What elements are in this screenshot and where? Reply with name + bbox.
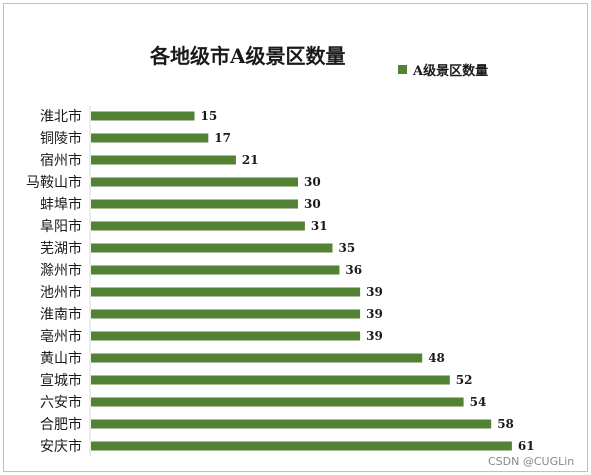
legend-label: A级景区数量 bbox=[413, 64, 489, 79]
y-tick-label: 芜湖市 bbox=[40, 240, 82, 257]
y-tick-label: 马鞍山市 bbox=[26, 174, 82, 191]
y-tick-label: 黄山市 bbox=[40, 350, 82, 367]
bar bbox=[91, 243, 333, 253]
data-label: 35 bbox=[339, 241, 356, 255]
data-label: 48 bbox=[428, 351, 445, 365]
data-label: 58 bbox=[497, 417, 514, 431]
data-label: 39 bbox=[366, 329, 383, 343]
bar bbox=[91, 353, 423, 363]
data-label: 31 bbox=[311, 219, 328, 233]
watermark: CSDN @CUGLin bbox=[488, 455, 575, 468]
data-label: 54 bbox=[470, 395, 487, 409]
bar bbox=[91, 309, 361, 319]
bar bbox=[91, 199, 298, 209]
y-tick-label: 六安市 bbox=[40, 394, 82, 411]
y-tick-label: 淮北市 bbox=[40, 108, 82, 125]
bar bbox=[91, 441, 512, 451]
data-label: 17 bbox=[214, 131, 231, 145]
chart-legend: A级景区数量 bbox=[398, 60, 488, 79]
y-tick-label: 阜阳市 bbox=[40, 218, 82, 235]
y-tick-label: 合肥市 bbox=[40, 416, 82, 433]
y-tick-label: 宿州市 bbox=[40, 152, 82, 169]
bar bbox=[91, 419, 492, 429]
data-label: 21 bbox=[242, 153, 259, 167]
y-tick-label: 滁州市 bbox=[40, 262, 82, 279]
data-label: 30 bbox=[304, 175, 321, 189]
bar bbox=[91, 155, 236, 165]
bar bbox=[91, 265, 340, 275]
y-tick-label: 淮南市 bbox=[40, 306, 82, 323]
data-label: 39 bbox=[366, 285, 383, 299]
bar bbox=[91, 331, 361, 341]
y-tick-label: 铜陵市 bbox=[40, 130, 82, 147]
bar bbox=[91, 177, 298, 187]
y-tick-label: 安庆市 bbox=[40, 438, 82, 455]
bar bbox=[91, 375, 450, 385]
bar bbox=[91, 287, 361, 297]
legend-swatch bbox=[398, 65, 407, 74]
y-tick-label: 池州市 bbox=[40, 284, 82, 301]
y-tick-label: 蚌埠市 bbox=[40, 196, 82, 213]
bar bbox=[91, 111, 195, 121]
data-label: 61 bbox=[518, 439, 535, 453]
bar bbox=[91, 221, 305, 231]
data-label: 52 bbox=[456, 373, 473, 387]
bar bbox=[91, 397, 464, 407]
data-label: 30 bbox=[304, 197, 321, 211]
chart-frame bbox=[3, 3, 588, 472]
data-label: 15 bbox=[201, 109, 218, 123]
data-label: 36 bbox=[345, 263, 362, 277]
y-tick-label: 亳州市 bbox=[40, 328, 82, 345]
data-label: 39 bbox=[366, 307, 383, 321]
bar bbox=[91, 133, 209, 143]
y-tick-label: 宣城市 bbox=[40, 372, 82, 389]
chart-title: 各地级市A级景区数量 bbox=[150, 44, 346, 68]
